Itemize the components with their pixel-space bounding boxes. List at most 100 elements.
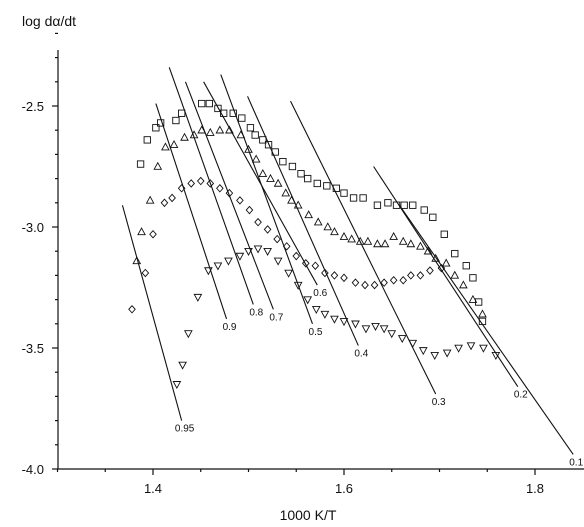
square-marker [323,182,331,190]
triangle-up-marker [251,154,261,163]
isoconversional-line [184,81,274,310]
x-tick-label: 1.4 [144,481,162,496]
data-markers [128,99,501,390]
diamond-marker [282,242,291,251]
square-marker [198,99,206,108]
diamond-marker [416,271,425,280]
triangle-up-marker [330,227,339,236]
triangle-up-marker [406,239,416,248]
square-marker [384,199,392,207]
triangle-down-marker [273,257,283,266]
diamond-marker [128,305,136,314]
triangle-down-marker [491,352,501,360]
square-marker [462,262,470,270]
diamond-marker [321,268,329,278]
square-marker [271,148,279,156]
triangle-up-marker [423,246,433,255]
isoconversional-line [155,103,228,320]
isoconversional-label: 0.6 [313,288,327,299]
triangle-up-marker [323,222,333,231]
diamond-marker [399,275,408,285]
square-marker [420,206,428,214]
square-marker [349,194,358,202]
diamond-marker [361,280,369,290]
square-marker [400,201,408,209]
triangle-down-marker [408,339,418,348]
triangle-down-marker [183,330,193,339]
diamond-marker [351,278,360,287]
diamond-marker [216,184,224,193]
triangle-down-marker [466,342,476,351]
square-marker [143,136,151,144]
triangle-up-marker [431,253,441,262]
square-marker [373,201,382,209]
triangle-up-marker [355,236,365,245]
triangle-up-marker [287,195,296,204]
triangle-up-marker [281,188,291,197]
triangle-up-marker [313,217,323,226]
x-axis-title: 1000 K/T [280,507,337,523]
y-tick-label: -3.5 [22,341,44,356]
diamond-marker [206,179,215,188]
triangle-up-marker [132,256,142,265]
diamond-marker [437,263,446,273]
triangle-down-marker [454,344,463,353]
diamond-marker [168,193,176,203]
square-marker [205,99,213,108]
diamond-marker [225,188,234,198]
triangle-up-marker [189,130,199,139]
square-marker [313,179,321,188]
square-marker [279,158,287,166]
y-tick-label: -4.0 [22,462,44,477]
triangle-up-marker [161,142,170,151]
isoconversional-line [247,96,359,346]
square-marker [409,201,417,209]
diamond-marker [187,179,196,188]
triangle-down-marker [235,252,245,261]
diamond-marker [245,205,254,215]
isoconversional-line [398,204,574,455]
triangle-up-marker [266,173,275,182]
triangle-up-marker [441,258,451,267]
triangle-up-marker [304,210,314,219]
square-marker [304,174,312,183]
square-marker [359,194,367,202]
triangle-down-marker [293,281,303,290]
triangle-up-marker [273,178,283,187]
square-marker [172,116,180,125]
triangle-down-marker [224,257,233,266]
triangle-up-marker [416,241,425,250]
triangle-down-marker [311,306,321,315]
triangle-up-marker [339,231,349,240]
triangle-up-marker [180,132,189,141]
triangle-down-marker [263,247,272,256]
triangle-up-marker [398,236,408,245]
triangle-down-marker [284,269,293,278]
triangle-up-marker [244,144,253,153]
triangle-down-marker [172,381,182,390]
x-tick-label: 1.6 [335,481,353,496]
diamond-marker [426,266,434,275]
isoconversional-label: 0.3 [432,397,446,408]
triangle-down-marker [442,349,452,358]
square-marker [297,170,305,178]
diamond-marker [196,176,205,186]
diamond-marker [141,268,150,278]
isoconversional-line [121,205,183,421]
diamond-marker [292,251,301,261]
isoconversional-label: 0.8 [249,307,263,318]
triangle-up-marker [258,169,268,178]
diamond-marker [254,217,262,227]
triangle-up-marker [373,239,382,248]
isoconversional-lines: 0.95 0.9 0.8 0.7 0.6 0.5 0.4 0.3 0.2 0.1 [121,67,584,468]
triangle-down-marker [204,267,213,276]
square-marker [238,114,246,122]
triangle-down-marker [178,361,187,370]
diamond-marker [380,278,388,287]
y-tick-label: -3.0 [22,220,44,235]
isoconversional-label: 0.5 [309,327,323,338]
isoconversional-label: 0.4 [354,349,368,360]
diamond-marker [177,184,186,193]
triangle-up-marker [380,239,390,248]
